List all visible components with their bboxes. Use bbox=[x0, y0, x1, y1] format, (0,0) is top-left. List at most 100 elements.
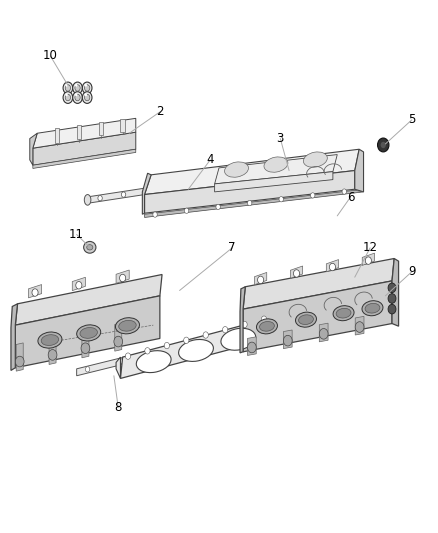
Ellipse shape bbox=[225, 162, 248, 177]
Polygon shape bbox=[243, 281, 392, 352]
Text: 4: 4 bbox=[206, 154, 214, 166]
Circle shape bbox=[381, 142, 386, 148]
Text: 7: 7 bbox=[228, 241, 236, 254]
Circle shape bbox=[125, 353, 131, 359]
Polygon shape bbox=[145, 190, 364, 217]
Text: 9: 9 bbox=[408, 265, 416, 278]
Text: 11: 11 bbox=[69, 228, 84, 241]
Circle shape bbox=[145, 188, 149, 193]
Circle shape bbox=[73, 82, 82, 94]
Circle shape bbox=[247, 342, 256, 353]
Circle shape bbox=[203, 332, 208, 338]
Polygon shape bbox=[247, 337, 256, 356]
Text: 8: 8 bbox=[115, 401, 122, 414]
Circle shape bbox=[242, 321, 247, 328]
Circle shape bbox=[85, 84, 87, 87]
Polygon shape bbox=[33, 118, 136, 148]
Circle shape bbox=[73, 92, 82, 103]
Circle shape bbox=[319, 328, 328, 339]
Polygon shape bbox=[82, 329, 89, 358]
Polygon shape bbox=[319, 323, 328, 342]
Circle shape bbox=[247, 200, 252, 206]
Circle shape bbox=[184, 342, 188, 348]
Circle shape bbox=[192, 181, 196, 187]
Circle shape bbox=[65, 93, 68, 96]
Polygon shape bbox=[355, 149, 364, 192]
Polygon shape bbox=[77, 332, 228, 376]
Polygon shape bbox=[15, 296, 160, 368]
Polygon shape bbox=[85, 175, 232, 204]
Circle shape bbox=[283, 335, 292, 346]
Polygon shape bbox=[215, 155, 337, 184]
Polygon shape bbox=[30, 133, 37, 165]
Text: 3: 3 bbox=[277, 132, 284, 145]
Polygon shape bbox=[243, 259, 394, 309]
Text: 12: 12 bbox=[363, 241, 378, 254]
Text: 2: 2 bbox=[156, 106, 164, 118]
Polygon shape bbox=[55, 128, 59, 143]
Circle shape bbox=[164, 342, 170, 349]
Text: 10: 10 bbox=[43, 50, 58, 62]
Circle shape bbox=[184, 208, 189, 213]
Circle shape bbox=[32, 289, 38, 296]
Ellipse shape bbox=[77, 325, 101, 341]
Ellipse shape bbox=[362, 301, 383, 316]
Polygon shape bbox=[33, 149, 136, 168]
Ellipse shape bbox=[260, 321, 274, 331]
Circle shape bbox=[388, 283, 396, 293]
Ellipse shape bbox=[116, 318, 139, 334]
Circle shape bbox=[223, 327, 228, 333]
Circle shape bbox=[63, 92, 73, 103]
Polygon shape bbox=[49, 336, 56, 365]
Circle shape bbox=[82, 92, 92, 103]
Circle shape bbox=[63, 82, 73, 94]
Circle shape bbox=[311, 193, 315, 198]
Circle shape bbox=[81, 343, 90, 353]
Polygon shape bbox=[362, 253, 374, 265]
Circle shape bbox=[258, 276, 264, 284]
Polygon shape bbox=[283, 330, 292, 349]
Polygon shape bbox=[145, 171, 355, 213]
Polygon shape bbox=[11, 304, 18, 370]
Text: 6: 6 bbox=[346, 191, 354, 204]
Ellipse shape bbox=[227, 173, 233, 183]
Circle shape bbox=[293, 270, 300, 277]
Polygon shape bbox=[392, 259, 399, 326]
Circle shape bbox=[365, 257, 371, 264]
Ellipse shape bbox=[179, 340, 213, 361]
Polygon shape bbox=[28, 285, 42, 298]
Circle shape bbox=[329, 263, 336, 271]
Ellipse shape bbox=[336, 309, 351, 318]
Polygon shape bbox=[120, 317, 274, 378]
Circle shape bbox=[85, 85, 90, 91]
Ellipse shape bbox=[257, 319, 277, 334]
Circle shape bbox=[65, 94, 71, 101]
Polygon shape bbox=[115, 323, 122, 351]
Circle shape bbox=[378, 138, 389, 152]
Polygon shape bbox=[16, 343, 23, 371]
Ellipse shape bbox=[296, 312, 317, 327]
Ellipse shape bbox=[365, 303, 380, 313]
Ellipse shape bbox=[304, 152, 327, 167]
Circle shape bbox=[388, 304, 396, 314]
Circle shape bbox=[342, 189, 346, 194]
Polygon shape bbox=[15, 274, 162, 325]
Circle shape bbox=[75, 94, 80, 101]
Polygon shape bbox=[215, 172, 333, 192]
Circle shape bbox=[120, 274, 126, 282]
Circle shape bbox=[153, 212, 157, 217]
Polygon shape bbox=[240, 287, 245, 353]
Ellipse shape bbox=[299, 315, 314, 325]
Text: 5: 5 bbox=[408, 114, 415, 126]
Polygon shape bbox=[99, 122, 103, 135]
Circle shape bbox=[261, 316, 267, 322]
Circle shape bbox=[65, 85, 71, 91]
Circle shape bbox=[279, 197, 283, 202]
Polygon shape bbox=[355, 317, 364, 335]
Circle shape bbox=[85, 94, 90, 101]
Circle shape bbox=[75, 93, 78, 96]
Circle shape bbox=[48, 350, 57, 360]
Circle shape bbox=[65, 84, 68, 87]
Ellipse shape bbox=[333, 306, 354, 321]
Circle shape bbox=[75, 85, 80, 91]
